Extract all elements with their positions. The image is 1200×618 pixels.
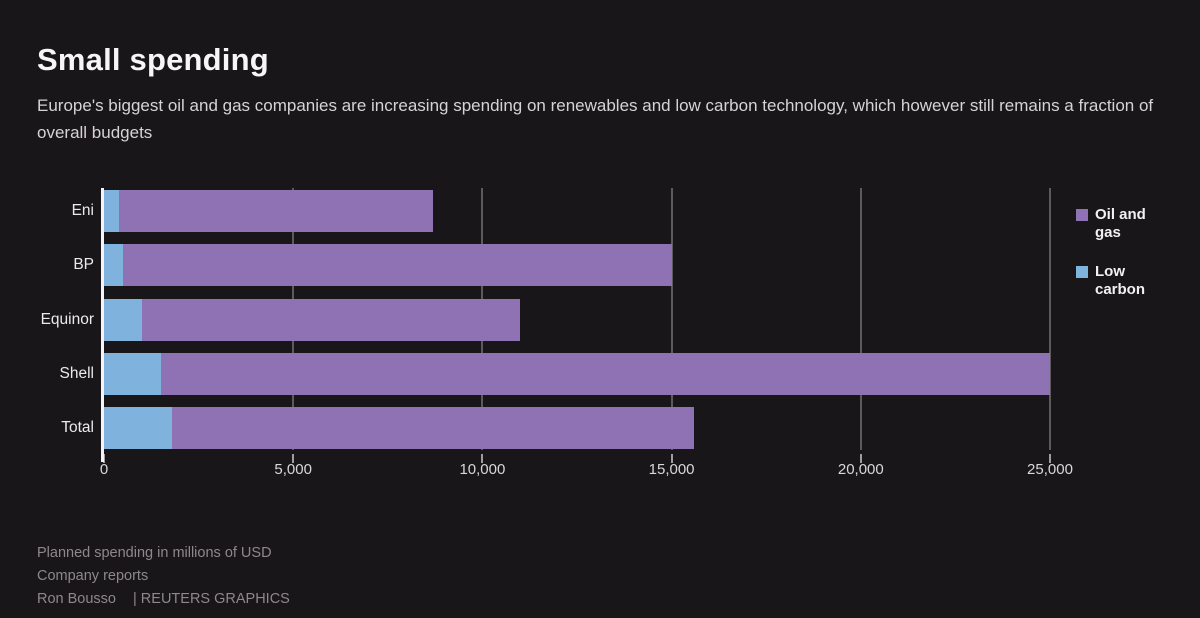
legend-item: Oil and gas (1076, 206, 1166, 241)
bar-segment-oil-and-gas (172, 407, 695, 450)
bar-row (104, 298, 521, 341)
x-tick-label: 10,000 (459, 461, 506, 478)
bar-segment-oil-and-gas (160, 353, 1050, 396)
axis-tick (1049, 454, 1051, 463)
category-label: Equinor (40, 310, 94, 328)
axis-tick (859, 454, 862, 463)
legend-item: Low carbon (1076, 263, 1166, 298)
x-tick-label: 25,000 (1027, 461, 1073, 478)
bar-segment-low-carbon (104, 244, 123, 287)
legend-swatch-low-carbon (1076, 266, 1088, 278)
category-label: Total (61, 419, 94, 437)
bar-segment-oil-and-gas (141, 298, 521, 341)
x-tick-label: 5,000 (274, 461, 312, 478)
category-label: BP (73, 256, 94, 274)
bar-segment-oil-and-gas (119, 190, 434, 232)
footer-source: Company reports (37, 568, 149, 584)
bar-row (104, 407, 695, 450)
legend: Oil and gas Low carbon (1076, 206, 1166, 298)
bar-segment-low-carbon (104, 353, 161, 396)
chart-subtitle: Europe's biggest oil and gas companies a… (37, 96, 1154, 142)
legend-label: Low carbon (1095, 263, 1146, 298)
bar-segment-low-carbon (104, 407, 173, 450)
axis-tick (292, 454, 295, 463)
bar-segment-oil-and-gas (122, 244, 672, 287)
reuters-graphics-brand: | REUTERS GRAPHICS (133, 591, 290, 607)
gridline (670, 188, 673, 450)
bar-row (104, 353, 1050, 396)
legend-swatch-oil-and-gas (1076, 209, 1088, 221)
footer-note: Planned spending in millions of USD (37, 545, 272, 561)
x-tick-label: 20,000 (837, 461, 884, 478)
gridline (1049, 188, 1051, 450)
bar-row (104, 190, 434, 232)
axis-tick (481, 454, 484, 463)
footer-credit: Ron Bousso | REUTERS GRAPHICS (37, 591, 290, 607)
plot-area: 0 5,000 10,000 15,000 20,000 25,000 (100, 188, 1073, 478)
x-tick-label: 0 (99, 461, 109, 478)
bar-segment-low-carbon (104, 298, 142, 341)
footer-author: Ron Bousso (37, 591, 116, 607)
bar-row (104, 244, 672, 287)
chart-title: Small spending (37, 42, 269, 77)
y-axis-line (101, 188, 104, 462)
gridline (859, 188, 862, 450)
legend-label: Oil and gas (1095, 206, 1146, 241)
x-tick-label: 15,000 (648, 461, 695, 478)
axis-tick (670, 454, 673, 463)
axis-tick (103, 454, 105, 463)
category-label: Eni (71, 202, 94, 219)
y-axis-labels: Eni BP Equinor Shell Total (0, 188, 95, 450)
bar-segment-low-carbon (104, 190, 120, 232)
category-label: Shell (59, 365, 94, 383)
